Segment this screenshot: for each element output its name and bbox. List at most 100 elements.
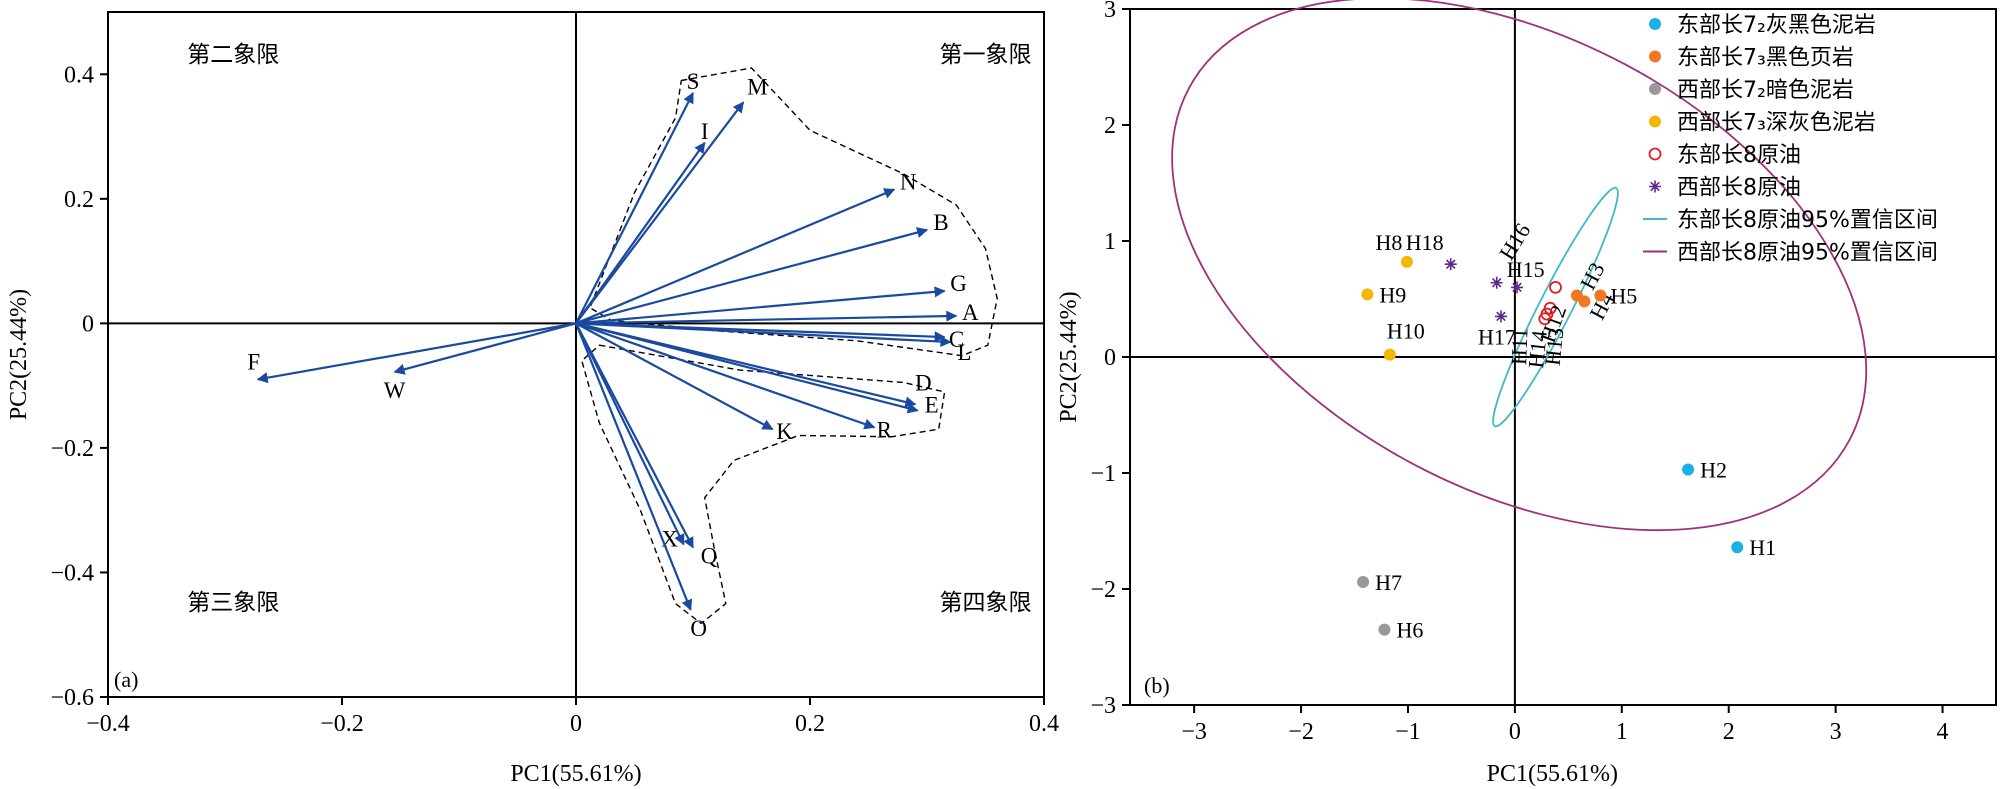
y-tick-label-b: 1 [1104,229,1116,255]
x-tick-label-b: −1 [1395,719,1421,745]
y-tick-label-a: −0.4 [50,560,94,586]
legend-swatch [1649,180,1661,193]
y-tick-label-b: −2 [1090,577,1116,603]
vector-label: E [925,393,939,418]
vector-label: L [957,340,971,365]
vector-arrow-A [575,310,958,325]
quadrant-label: 第二象限 [187,42,279,68]
point-label: H6 [1396,618,1423,643]
point-label: H10 [1387,319,1425,344]
vector-arrow-K [575,322,774,431]
x-axis-label-b: PC1(55.61%) [1487,761,1618,787]
dashed-outline-lower [581,344,946,625]
point-marker-H18 [1444,258,1457,271]
panel-label-b: (b) [1144,673,1170,698]
point-marker-H13 [1549,280,1562,294]
x-tick-label-b: 2 [1723,719,1735,745]
legend-entry: 西部长8原油95%置信区间 [1677,241,1938,266]
legend-entry: 东部长8原油95%置信区间 [1677,208,1938,233]
y-tick-label-a: 0 [82,311,94,337]
legend-entry: 西部长7₃深灰色泥岩 [1677,111,1876,136]
point-marker-H16 [1511,281,1524,294]
vector-label: M [747,74,767,99]
point-label: H14 [1523,329,1552,369]
vector-arrow-B [575,227,929,325]
vector-arrow-Q [575,322,694,549]
y-tick-label-a: −0.2 [50,436,94,462]
x-tick-label-a: 0.4 [1029,711,1059,737]
legend-entry: 西部长8原油 [1677,176,1801,201]
y-tick-label-b: −1 [1090,461,1116,487]
x-tick-label-b: −3 [1181,719,1207,745]
point-marker-H2 [1682,463,1695,476]
vector-arrow-L [575,322,952,348]
vector-arrow-G [575,286,946,325]
point-marker-H14 [1540,307,1554,321]
point-marker-H9 [1361,288,1374,301]
vector-label: G [950,271,967,296]
confidence-ellipse-7 [1171,0,1868,532]
y-tick-label-a: 0.4 [64,62,94,88]
point-label: H8 [1375,230,1402,255]
point-marker-H17 [1494,310,1507,323]
vector-arrow-F [256,322,577,384]
x-tick-label-a: 0 [570,711,582,737]
point-marker-H10 [1383,348,1396,361]
legend-entry: 东部长8原油 [1677,143,1801,168]
quadrant-label: 第四象限 [940,590,1032,616]
vector-arrow-N [575,188,896,325]
legend-swatch [1649,18,1661,30]
legend-entry: 西部长7₂暗色泥岩 [1677,78,1854,103]
point-marker-H5 [1594,289,1607,302]
point-marker-H15 [1490,276,1503,289]
x-tick-label-b: 4 [1937,719,1949,745]
x-axis-label-a: PC1(55.61%) [510,761,641,787]
point-marker-H6 [1378,623,1391,636]
y-axis-label-a: PC2(25.44%) [6,289,32,420]
panel-a-biplot: −0.4 −0.2 0 0.2 0.4−0.6−0.4−0.200.20.4PC1(55… [6,11,1059,787]
y-tick-label-a: −0.6 [50,685,94,711]
vector-label: D [915,370,932,395]
vector-label: O [690,616,707,641]
vector-label: W [384,378,406,403]
y-tick-label-b: 0 [1104,345,1116,371]
point-marker-H8 [1400,255,1413,268]
cluster-outlines-a [581,67,998,625]
point-label: H17 [1478,324,1516,349]
vector-arrow-M [575,101,745,325]
x-tick-label-a: 0.2 [795,711,825,737]
x-tick-label-b: 1 [1616,719,1628,745]
point-label: H13 [1540,326,1569,366]
vector-arrow-O [574,322,693,611]
vector-arrow-R [575,322,876,430]
point-label: H5 [1610,284,1637,309]
y-tick-label-b: 3 [1104,0,1116,23]
y-tick-label-b: −3 [1090,693,1116,719]
point-marker-H4 [1578,295,1591,308]
legend-swatch [1649,115,1661,128]
vector-label: N [900,169,917,194]
panel-label-a: (a) [114,667,138,692]
quadrant-label: 第三象限 [187,590,279,616]
quadrant-label: 第一象限 [940,42,1032,68]
vector-label: S [687,69,700,94]
x-tick-label-a: −0.2 [320,711,364,737]
point-label: H3 [1575,258,1610,293]
y-tick-label-b: 2 [1104,113,1116,139]
point-label: H9 [1379,282,1406,307]
point-label: H11 [1506,327,1532,365]
legend-swatch [1649,83,1661,95]
vector-label: I [701,119,709,144]
point-marker-H7 [1357,576,1370,589]
x-tick-label-b: −2 [1288,719,1314,745]
vector-arrow-W [393,322,577,375]
vector-arrow-S [575,91,694,324]
vector-label: F [247,349,260,374]
vector-arrow-X [575,322,685,546]
x-tick-label-b: 0 [1509,719,1521,745]
point-label: H7 [1375,570,1402,595]
legend-b: 东部长7₂灰黑色泥岩东部长7₃黑色页岩西部长7₂暗色泥岩西部长7₃深灰色泥岩东部… [1643,13,1938,266]
x-tick-label-b: 3 [1830,719,1842,745]
vector-label: X [661,526,678,551]
vector-label: B [933,210,948,235]
